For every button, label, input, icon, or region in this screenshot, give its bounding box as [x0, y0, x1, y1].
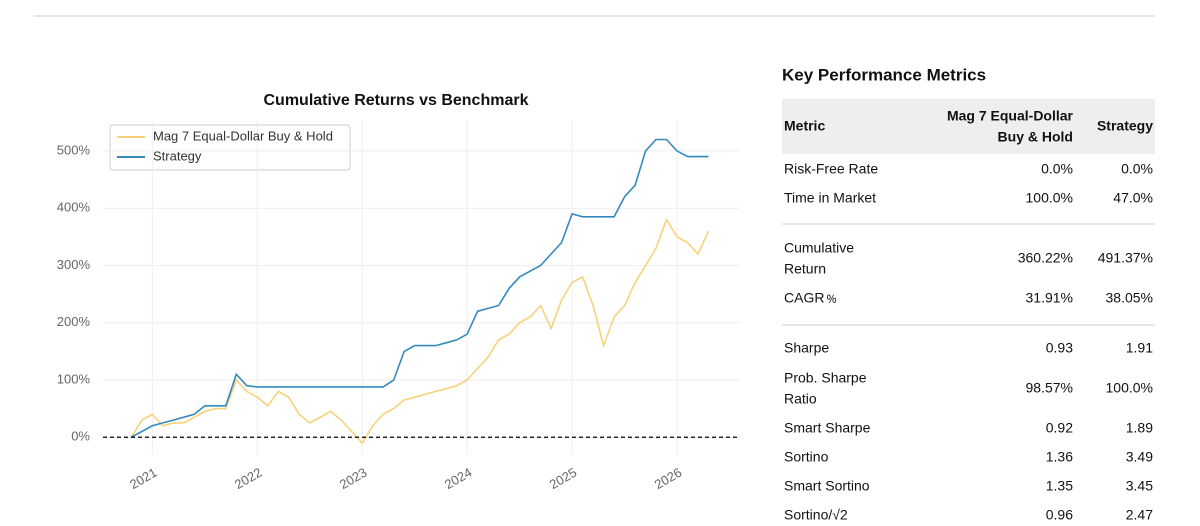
series-line: [130, 217, 710, 445]
metric-name: Return: [784, 261, 826, 277]
metric-name: Prob. Sharpe: [784, 370, 867, 386]
metric-name: Smart Sortino: [784, 478, 870, 494]
benchmark-value: 100.0%: [1026, 190, 1073, 206]
table-title: Key Performance Metrics: [782, 65, 986, 84]
strategy-value: 2.47: [1126, 507, 1153, 523]
header-cell: Mag 7 Equal-Dollar: [947, 108, 1074, 124]
y-tick-label: 400%: [57, 200, 91, 215]
header-cell: Buy & Hold: [998, 129, 1073, 145]
benchmark-value: 0.0%: [1041, 161, 1073, 177]
metric-name: CAGR﹪: [784, 290, 838, 306]
metric-name: Time in Market: [784, 190, 876, 206]
x-tick-label: 2022: [232, 465, 265, 492]
y-tick-label: 200%: [57, 314, 91, 329]
chart-title: Cumulative Returns vs Benchmark: [264, 92, 529, 109]
table-body: Risk-Free Rate 0.0% 0.0% Time in Market 100.…: [784, 161, 1153, 523]
metric-name: Risk-Free Rate: [784, 161, 878, 177]
metric-name: Smart Sharpe: [784, 420, 871, 436]
strategy-value: 3.49: [1126, 449, 1153, 465]
x-tick-label: 2025: [547, 465, 580, 492]
benchmark-value: 360.22%: [1018, 250, 1073, 266]
x-tick-label: 2021: [127, 465, 160, 492]
metric-name: Sortino/√2: [784, 507, 848, 523]
strategy-value: 3.45: [1126, 478, 1153, 494]
strategy-value: 1.89: [1126, 420, 1153, 436]
legend-label: Strategy: [153, 148, 202, 163]
strategy-value: 491.37%: [1098, 250, 1153, 266]
benchmark-value: 31.91%: [1026, 290, 1073, 306]
benchmark-value: 0.96: [1046, 507, 1073, 523]
x-tick-label: 2023: [337, 465, 370, 492]
benchmark-value: 0.93: [1046, 340, 1073, 356]
benchmark-value: 0.92: [1046, 420, 1073, 436]
series-line: [130, 138, 709, 438]
legend-box: [109, 124, 351, 171]
legend-label: Mag 7 Equal-Dollar Buy & Hold: [153, 128, 333, 143]
y-tick-label: 300%: [57, 257, 91, 272]
strategy-value: 100.0%: [1106, 380, 1153, 396]
y-tick-label: 500%: [57, 142, 91, 157]
strategy-value: 47.0%: [1113, 190, 1153, 206]
strategy-value: 1.91: [1126, 340, 1153, 356]
header-cell: Strategy: [1097, 118, 1153, 134]
x-tick-label: 2026: [652, 465, 685, 492]
strategy-value: 38.05%: [1106, 290, 1153, 306]
benchmark-value: 1.36: [1046, 449, 1073, 465]
y-tick-label: 0%: [71, 429, 90, 444]
metric-name: Sortino: [784, 449, 829, 465]
benchmark-value: 98.57%: [1026, 380, 1073, 396]
benchmark-value: 1.35: [1046, 478, 1073, 494]
strategy-value: 0.0%: [1121, 161, 1153, 177]
y-tick-label: 100%: [57, 371, 91, 386]
metric-name: Cumulative: [784, 240, 854, 256]
header-cell: Metric: [784, 118, 825, 134]
metric-name: Ratio: [784, 391, 817, 407]
x-tick-label: 2024: [442, 465, 475, 492]
metric-name: Sharpe: [784, 340, 829, 356]
table-header-bg: [782, 99, 1155, 154]
